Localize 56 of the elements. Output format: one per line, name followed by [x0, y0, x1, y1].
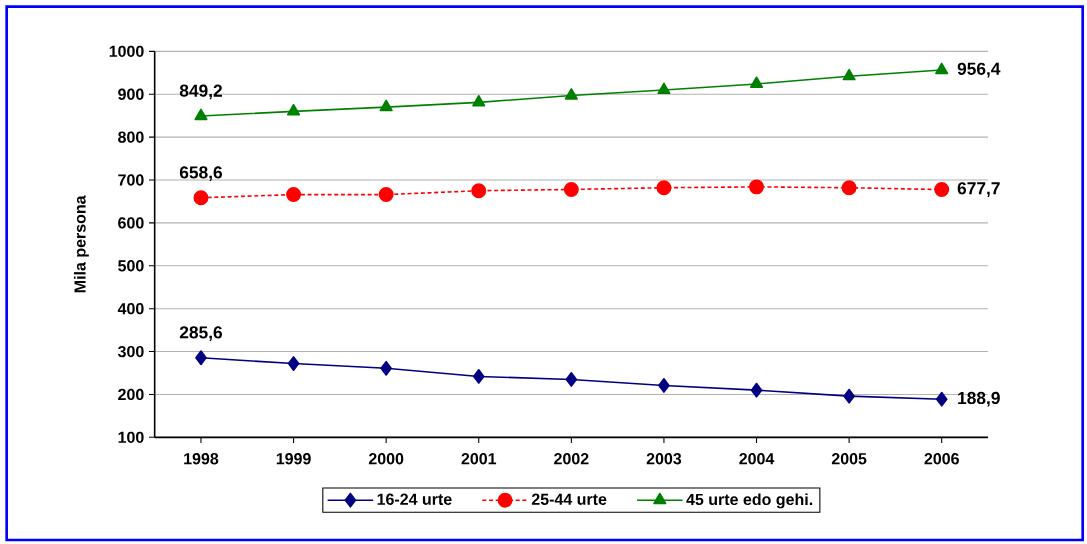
point [749, 179, 764, 195]
point [565, 371, 578, 387]
point [472, 368, 485, 384]
point [657, 82, 671, 95]
y-tick-label: 900 [118, 88, 144, 100]
point [749, 76, 764, 89]
y-axis-title: Mila persona [73, 195, 89, 293]
point [935, 62, 949, 75]
point [471, 183, 487, 199]
point [843, 388, 855, 404]
point [841, 180, 857, 196]
point [287, 356, 300, 372]
legend-label: 25-44 urte [531, 493, 607, 505]
point [656, 180, 672, 196]
y-tick-label: 800 [118, 131, 144, 143]
x-tick-label: 2004 [739, 453, 775, 465]
point [934, 182, 950, 198]
point [380, 360, 392, 376]
legend-label: 16-24 urte [377, 493, 452, 505]
y-tick-label: 700 [118, 174, 144, 186]
point [193, 190, 209, 206]
data-label: 956,4 [957, 62, 1001, 78]
point [563, 181, 579, 197]
x-tick-label: 2003 [646, 453, 682, 465]
point [379, 99, 393, 112]
point [750, 382, 763, 398]
y-tick-label: 1000 [109, 45, 144, 57]
y-tick-label: 600 [118, 217, 144, 229]
y-tick-label: 300 [117, 345, 144, 358]
x-tick-label: 2000 [368, 453, 404, 465]
data-label: 849,2 [179, 84, 222, 100]
point [842, 68, 856, 81]
data-label: 658,6 [179, 166, 223, 182]
point [195, 350, 207, 366]
point [378, 187, 394, 203]
x-tick-label: 2006 [924, 453, 959, 465]
data-label: 285,6 [179, 326, 223, 342]
x-tick-label: 1998 [184, 453, 219, 465]
point [286, 187, 302, 203]
x-tick-label: 2001 [461, 453, 497, 465]
point [194, 108, 208, 121]
legend-label: 45 urte edo gehi. [686, 493, 813, 509]
point [564, 88, 578, 100]
point [472, 94, 486, 107]
data-label: 677,7 [957, 182, 1000, 197]
point [935, 391, 948, 407]
y-tick-label: 500 [118, 260, 144, 272]
y-tick-label: 400 [117, 303, 144, 315]
y-tick-label: 200 [118, 388, 144, 401]
point [286, 103, 301, 116]
y-tick-label: 100 [118, 431, 144, 443]
point [658, 377, 670, 393]
x-tick-label: 1999 [276, 453, 311, 465]
data-label: 188,9 [958, 391, 1000, 407]
x-tick-label: 2005 [831, 453, 867, 465]
x-tick-label: 2002 [554, 453, 589, 465]
